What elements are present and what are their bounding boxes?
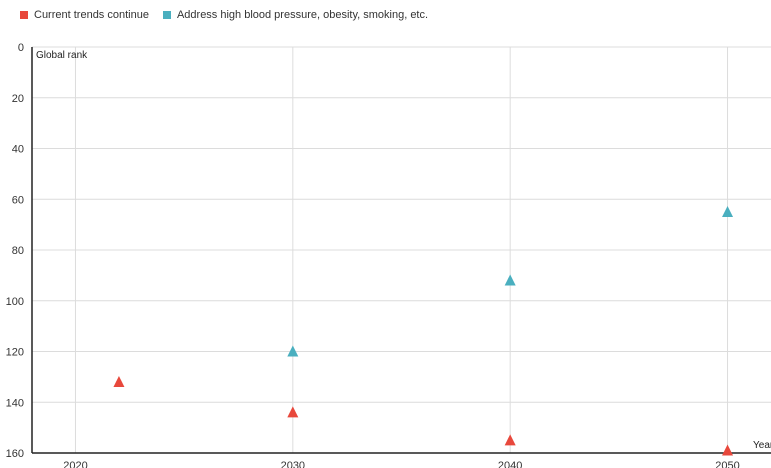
- y-tick-label: 80: [12, 245, 24, 257]
- legend-label-address-risk-factors: Address high blood pressure, obesity, sm…: [176, 9, 429, 21]
- legend-item-address-risk-factors[interactable]: Address high blood pressure, obesity, sm…: [162, 9, 429, 21]
- data-point-current-trends[interactable]: [113, 375, 125, 387]
- legend-swatch-address-risk-factors: [162, 11, 171, 19]
- x-tick-label: 2030: [281, 460, 305, 468]
- data-points: [113, 205, 734, 456]
- y-tick-label: 160: [6, 448, 24, 460]
- legend-item-current-trends[interactable]: Current trends continue: [20, 9, 149, 21]
- x-tick-label: 2050: [715, 460, 739, 468]
- y-tick-label: 140: [6, 397, 24, 409]
- y-tick-label: 60: [12, 194, 24, 206]
- y-tick-label: 120: [6, 347, 24, 359]
- x-axis-label: Year: [753, 440, 771, 451]
- data-point-current-trends[interactable]: [287, 406, 299, 418]
- data-point-address-risk-factors[interactable]: [287, 345, 299, 357]
- grid-lines: [32, 46, 771, 454]
- y-tick-label: 0: [18, 42, 24, 54]
- y-tick-label: 100: [6, 296, 24, 308]
- y-axis-label: Global rank: [36, 50, 88, 61]
- legend-label-current-trends: Current trends continue: [34, 9, 149, 21]
- x-tick-label: 2020: [63, 460, 87, 468]
- x-tick-label: 2040: [498, 460, 522, 468]
- data-point-address-risk-factors[interactable]: [504, 274, 516, 286]
- y-tick-label: 40: [12, 144, 24, 156]
- data-point-address-risk-factors[interactable]: [722, 205, 734, 217]
- y-tick-label: 20: [12, 93, 24, 105]
- data-point-current-trends[interactable]: [722, 444, 734, 456]
- legend-swatch-current-trends: [20, 11, 28, 19]
- data-point-current-trends[interactable]: [504, 434, 516, 446]
- x-axis-ticks: 2020 2030 2040 2050: [63, 460, 740, 468]
- legend: Current trends continue Address high blo…: [20, 9, 428, 21]
- y-axis-ticks: 0 20 40 60 80 100 120 140 160: [6, 42, 24, 460]
